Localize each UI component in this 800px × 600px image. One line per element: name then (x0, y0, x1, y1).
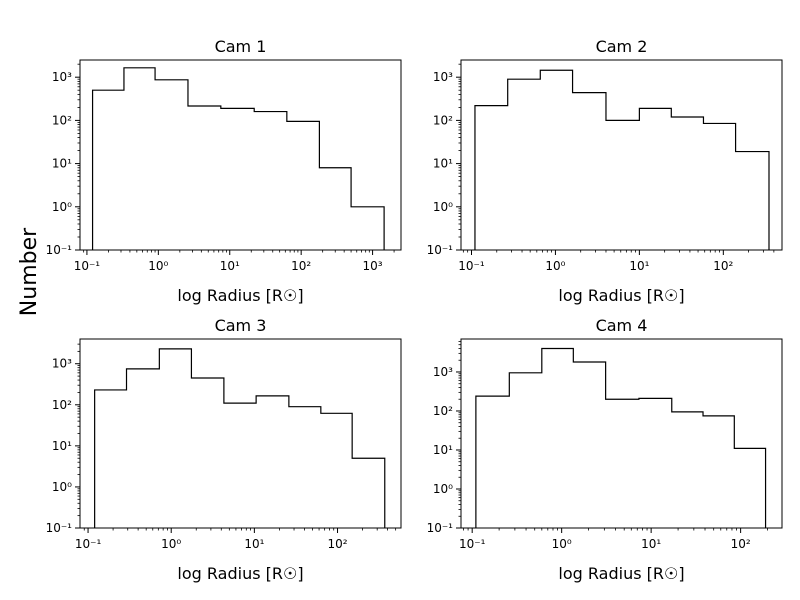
panel-3: Cam 3 log Radius [R☉] 10⁻¹ 10⁰ 10¹ 10² 10⁻¹ 10⁰… (46, 316, 402, 583)
y-tick-label: 10⁻¹ (427, 521, 454, 535)
x-tick-label: 10⁻¹ (458, 259, 485, 273)
y-tick-label: 10⁻¹ (427, 243, 454, 257)
axes-frame (79, 59, 402, 251)
histogram-step-line (94, 348, 386, 528)
panel-4: Cam 4 log Radius [R☉] 10⁻¹ 10⁰ 10¹ 10² 10⁻¹ 10⁰… (427, 316, 783, 583)
histogram-step-line (475, 347, 767, 528)
panel-title: Cam 3 (215, 316, 267, 335)
x-tick-label: 10⁻¹ (74, 259, 101, 273)
x-tick-label: 10⁻¹ (459, 537, 486, 551)
x-tick-label: 10¹ (220, 259, 240, 273)
x-tick-label: 10¹ (244, 537, 264, 551)
x-tick-label: 10⁰ (545, 259, 565, 273)
y-tick-label: 10³ (433, 365, 453, 379)
y-tick-label: 10⁰ (52, 200, 72, 214)
x-tick-label: 10¹ (641, 537, 661, 551)
y-tick-label: 10² (433, 404, 453, 418)
figure-ylabel: Number (17, 227, 42, 316)
y-tick-label: 10⁻¹ (46, 243, 73, 257)
x-tick-label: 10⁻¹ (75, 537, 102, 551)
y-tick-label: 10¹ (52, 439, 72, 453)
y-tick-label: 10³ (52, 357, 72, 371)
x-tick-label: 10⁰ (552, 537, 572, 551)
histogram-step-line (91, 67, 385, 250)
x-tick-label: 10¹ (629, 259, 649, 273)
x-axis-label: log Radius [R☉] (177, 564, 303, 583)
x-tick-label: 10⁰ (161, 537, 181, 551)
x-axis-label: log Radius [R☉] (558, 286, 684, 305)
panel-2: Cam 2 log Radius [R☉] 10⁻¹ 10⁰ 10¹ 10² 10⁻¹ 10⁰… (427, 37, 783, 305)
y-tick-label: 10³ (52, 70, 72, 84)
y-tick-label: 10¹ (433, 443, 453, 457)
y-tick-label: 10² (52, 113, 72, 127)
y-tick-label: 10² (52, 398, 72, 412)
x-tick-label: 10² (291, 259, 311, 273)
x-tick-label: 10² (327, 537, 347, 551)
panel-title: Cam 2 (596, 37, 648, 56)
panels: Cam 1 log Radius [R☉] 10⁻¹ 10⁰ 10¹ 10² 10³ 10⁻¹… (46, 37, 783, 583)
panel-title: Cam 1 (215, 37, 267, 56)
x-tick-label: 10² (713, 259, 733, 273)
y-tick-label: 10⁻¹ (46, 521, 73, 535)
x-tick-label: 10³ (363, 259, 383, 273)
y-tick-label: 10² (433, 113, 453, 127)
x-axis-label: log Radius [R☉] (177, 286, 303, 305)
y-tick-label: 10³ (433, 70, 453, 84)
x-tick-label: 10⁰ (148, 259, 168, 273)
histogram-step-line (474, 69, 770, 250)
y-tick-label: 10¹ (433, 157, 453, 171)
x-axis-label: log Radius [R☉] (558, 564, 684, 583)
y-tick-label: 10⁰ (433, 482, 453, 496)
axes-frame (460, 338, 783, 529)
panel-title: Cam 4 (596, 316, 648, 335)
axes-frame (460, 59, 783, 251)
x-tick-label: 10² (731, 537, 751, 551)
y-tick-label: 10⁰ (52, 480, 72, 494)
y-tick-label: 10⁰ (433, 200, 453, 214)
panel-1: Cam 1 log Radius [R☉] 10⁻¹ 10⁰ 10¹ 10² 10³ 10⁻¹… (46, 37, 402, 305)
axes-frame (79, 338, 402, 529)
y-tick-label: 10¹ (52, 157, 72, 171)
